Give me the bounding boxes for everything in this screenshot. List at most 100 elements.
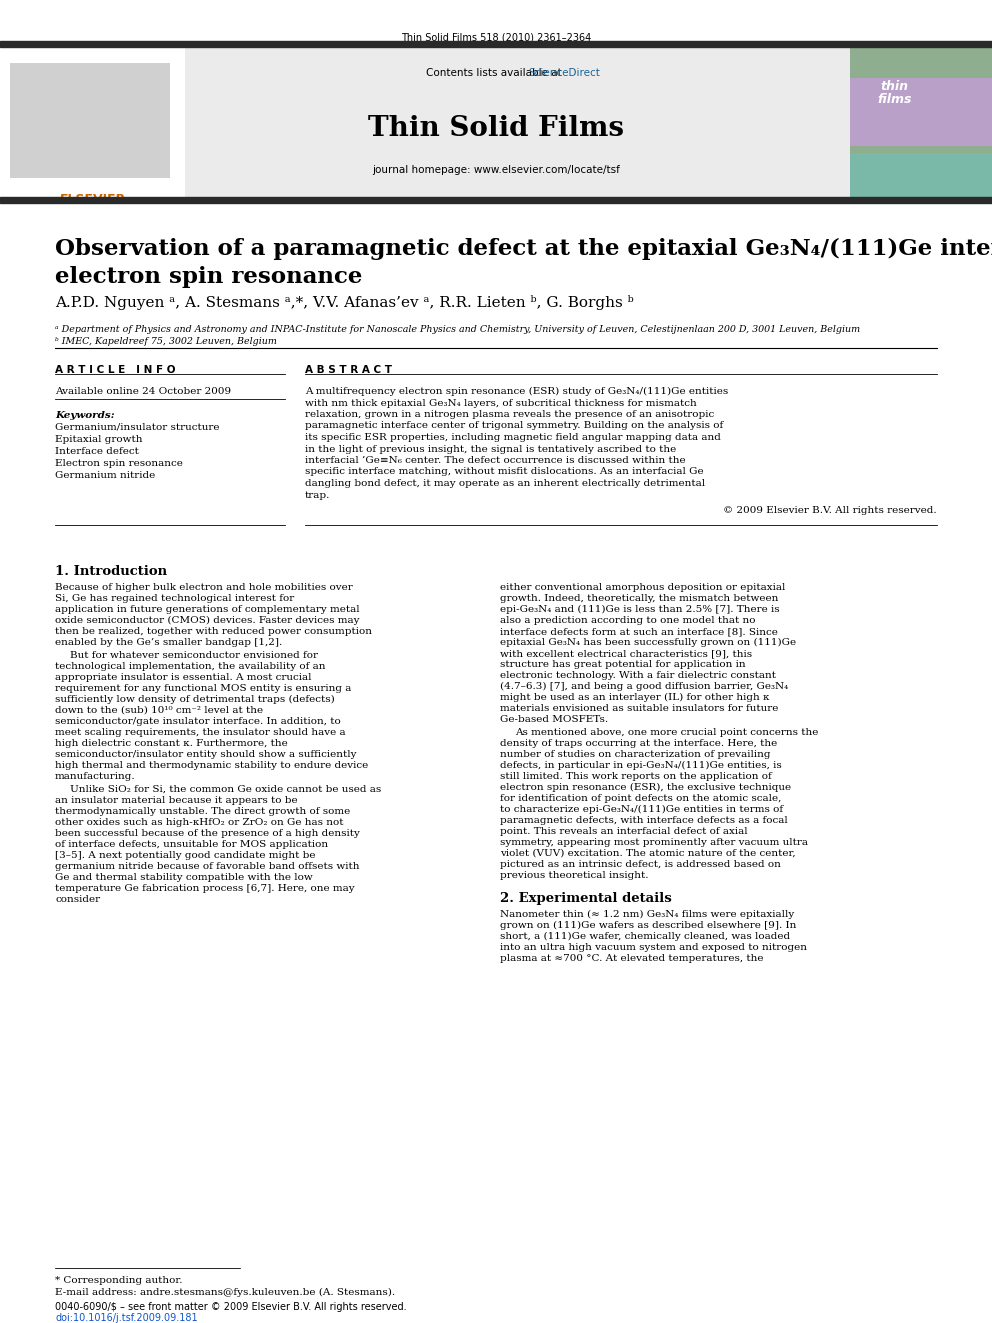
Text: oxide semiconductor (CMOS) devices. Faster devices may: oxide semiconductor (CMOS) devices. Fast…	[55, 617, 359, 626]
Bar	[850, 78, 992, 146]
Text: short, a (111)Ge wafer, chemically cleaned, was loaded: short, a (111)Ge wafer, chemically clean…	[500, 931, 790, 941]
Text: A.P.D. Nguyen ᵃ, A. Stesmans ᵃ,*, V.V. Afanas’ev ᵃ, R.R. Lieten ᵇ, G. Borghs ᵇ: A.P.D. Nguyen ᵃ, A. Stesmans ᵃ,*, V.V. A…	[55, 295, 634, 310]
Text: ᵇ IMEC, Kapeldreef 75, 3002 Leuven, Belgium: ᵇ IMEC, Kapeldreef 75, 3002 Leuven, Belg…	[55, 337, 277, 347]
Text: ScienceDirect: ScienceDirect	[528, 67, 600, 78]
Text: Nanometer thin (≈ 1.2 nm) Ge₃N₄ films were epitaxially: Nanometer thin (≈ 1.2 nm) Ge₃N₄ films we…	[500, 910, 795, 919]
Text: A multifrequency electron spin resonance (ESR) study of Ge₃N₄/(111)Ge entities: A multifrequency electron spin resonance…	[305, 388, 728, 396]
Text: semiconductor/gate insulator interface. In addition, to: semiconductor/gate insulator interface. …	[55, 717, 340, 726]
Bar	[850, 48, 992, 198]
Text: Keywords:: Keywords:	[55, 411, 115, 419]
Text: germanium nitride because of favorable band offsets with: germanium nitride because of favorable b…	[55, 863, 359, 871]
Text: Ge and thermal stability compatible with the low: Ge and thermal stability compatible with…	[55, 873, 312, 882]
Text: electronic technology. With a fair dielectric constant: electronic technology. With a fair diele…	[500, 671, 776, 680]
Text: Observation of a paramagnetic defect at the epitaxial Ge₃N₄/(111)Ge interface by: Observation of a paramagnetic defect at …	[55, 238, 992, 261]
Text: As mentioned above, one more crucial point concerns the: As mentioned above, one more crucial poi…	[515, 728, 818, 737]
Text: materials envisioned as suitable insulators for future: materials envisioned as suitable insulat…	[500, 704, 779, 713]
Text: previous theoretical insight.: previous theoretical insight.	[500, 871, 649, 880]
Bar	[850, 153, 992, 198]
Text: been successful because of the presence of a high density: been successful because of the presence …	[55, 830, 360, 837]
Text: epi-Ge₃N₄ and (111)Ge is less than 2.5% [7]. There is: epi-Ge₃N₄ and (111)Ge is less than 2.5% …	[500, 605, 780, 614]
Text: high thermal and thermodynamic stability to endure device: high thermal and thermodynamic stability…	[55, 761, 368, 770]
Bar	[0, 48, 185, 198]
Text: E-mail address: andre.stesmans@fys.kuleuven.be (A. Stesmans).: E-mail address: andre.stesmans@fys.kuleu…	[55, 1289, 395, 1297]
Text: A B S T R A C T: A B S T R A C T	[305, 365, 392, 374]
Text: © 2009 Elsevier B.V. All rights reserved.: © 2009 Elsevier B.V. All rights reserved…	[723, 505, 937, 515]
Text: trap.: trap.	[305, 491, 330, 500]
Text: doi:10.1016/j.tsf.2009.09.181: doi:10.1016/j.tsf.2009.09.181	[55, 1312, 197, 1323]
Text: A R T I C L E   I N F O: A R T I C L E I N F O	[55, 365, 176, 374]
Text: down to the (sub) 10¹⁰ cm⁻² level at the: down to the (sub) 10¹⁰ cm⁻² level at the	[55, 706, 263, 714]
Text: electron spin resonance (ESR), the exclusive technique: electron spin resonance (ESR), the exclu…	[500, 783, 792, 792]
Text: growth. Indeed, theoretically, the mismatch between: growth. Indeed, theoretically, the misma…	[500, 594, 779, 603]
Text: meet scaling requirements, the insulator should have a: meet scaling requirements, the insulator…	[55, 728, 345, 737]
Text: of interface defects, unsuitable for MOS application: of interface defects, unsuitable for MOS…	[55, 840, 328, 849]
Bar	[10, 64, 170, 179]
Text: Available online 24 October 2009: Available online 24 October 2009	[55, 388, 231, 396]
Text: * Corresponding author.: * Corresponding author.	[55, 1275, 183, 1285]
Text: plasma at ≈700 °C. At elevated temperatures, the: plasma at ≈700 °C. At elevated temperatu…	[500, 954, 764, 963]
Bar	[0, 197, 992, 202]
Text: Ge-based MOSFETs.: Ge-based MOSFETs.	[500, 714, 608, 724]
Text: defects, in particular in epi-Ge₃N₄/(111)Ge entities, is: defects, in particular in epi-Ge₃N₄/(111…	[500, 761, 782, 770]
Text: to characterize epi-Ge₃N₄/(111)Ge entities in terms of: to characterize epi-Ge₃N₄/(111)Ge entiti…	[500, 804, 783, 814]
Text: number of studies on characterization of prevailing: number of studies on characterization of…	[500, 750, 771, 759]
Text: also a prediction according to one model that no: also a prediction according to one model…	[500, 617, 756, 624]
Text: thermodynamically unstable. The direct growth of some: thermodynamically unstable. The direct g…	[55, 807, 350, 816]
Text: Electron spin resonance: Electron spin resonance	[55, 459, 183, 468]
Text: with nm thick epitaxial Ge₃N₄ layers, of subcritical thickness for mismatch: with nm thick epitaxial Ge₃N₄ layers, of…	[305, 398, 696, 407]
Text: violet (VUV) excitation. The atomic nature of the center,: violet (VUV) excitation. The atomic natu…	[500, 849, 796, 859]
Text: 1. Introduction: 1. Introduction	[55, 565, 167, 578]
Text: other oxides such as high-κHfO₂ or ZrO₂ on Ge has not: other oxides such as high-κHfO₂ or ZrO₂ …	[55, 818, 343, 827]
Text: semiconductor/insulator entity should show a sufficiently: semiconductor/insulator entity should sh…	[55, 750, 356, 759]
Text: dangling bond defect, it may operate as an inherent electrically detrimental: dangling bond defect, it may operate as …	[305, 479, 705, 488]
Text: But for whatever semiconductor envisioned for: But for whatever semiconductor envisione…	[70, 651, 318, 660]
Text: still limited. This work reports on the application of: still limited. This work reports on the …	[500, 773, 772, 781]
Text: its specific ESR properties, including magnetic field angular mapping data and: its specific ESR properties, including m…	[305, 433, 721, 442]
Text: Thin Solid Films: Thin Solid Films	[368, 115, 624, 142]
Text: grown on (111)Ge wafers as described elsewhere [9]. In: grown on (111)Ge wafers as described els…	[500, 921, 797, 930]
Text: high dielectric constant κ. Furthermore, the: high dielectric constant κ. Furthermore,…	[55, 740, 288, 747]
Text: manufacturing.: manufacturing.	[55, 773, 136, 781]
Text: journal homepage: www.elsevier.com/locate/tsf: journal homepage: www.elsevier.com/locat…	[372, 165, 620, 175]
Text: then be realized, together with reduced power consumption: then be realized, together with reduced …	[55, 627, 372, 636]
Text: requirement for any functional MOS entity is ensuring a: requirement for any functional MOS entit…	[55, 684, 351, 693]
Text: [3–5]. A next potentially good candidate might be: [3–5]. A next potentially good candidate…	[55, 851, 315, 860]
Text: specific interface matching, without misfit dislocations. As an interfacial Ge: specific interface matching, without mis…	[305, 467, 703, 476]
Text: might be used as an interlayer (IL) for other high κ: might be used as an interlayer (IL) for …	[500, 693, 770, 703]
Text: either conventional amorphous deposition or epitaxial: either conventional amorphous deposition…	[500, 583, 786, 591]
Text: Unlike SiO₂ for Si, the common Ge oxide cannot be used as: Unlike SiO₂ for Si, the common Ge oxide …	[70, 785, 381, 794]
Text: pictured as an intrinsic defect, is addressed based on: pictured as an intrinsic defect, is addr…	[500, 860, 781, 869]
Text: enabled by the Ge’s smaller bandgap [1,2].: enabled by the Ge’s smaller bandgap [1,2…	[55, 638, 283, 647]
Text: interfacial ’Ge≡N₆ center. The defect occurrence is discussed within the: interfacial ’Ge≡N₆ center. The defect oc…	[305, 456, 685, 464]
Text: relaxation, grown in a nitrogen plasma reveals the presence of an anisotropic: relaxation, grown in a nitrogen plasma r…	[305, 410, 714, 419]
Text: Interface defect: Interface defect	[55, 447, 139, 456]
Text: interface defects form at such an interface [8]. Since: interface defects form at such an interf…	[500, 627, 778, 636]
Text: an insulator material because it appears to be: an insulator material because it appears…	[55, 796, 298, 804]
Text: Germanium nitride: Germanium nitride	[55, 471, 156, 480]
Text: temperature Ge fabrication process [6,7]. Here, one may: temperature Ge fabrication process [6,7]…	[55, 884, 354, 893]
Text: Epitaxial growth: Epitaxial growth	[55, 435, 143, 445]
Text: thin: thin	[880, 79, 908, 93]
Text: point. This reveals an interfacial defect of axial: point. This reveals an interfacial defec…	[500, 827, 748, 836]
Text: consider: consider	[55, 894, 100, 904]
Text: ELSEVIER: ELSEVIER	[60, 193, 126, 206]
Text: ᵃ Department of Physics and Astronomy and INPAC-Institute for Nanoscale Physics : ᵃ Department of Physics and Astronomy an…	[55, 325, 860, 333]
Text: Because of higher bulk electron and hole mobilities over: Because of higher bulk electron and hole…	[55, 583, 353, 591]
Text: epitaxial Ge₃N₄ has been successfully grown on (111)Ge: epitaxial Ge₃N₄ has been successfully gr…	[500, 638, 797, 647]
Text: films: films	[877, 93, 912, 106]
Bar	[185, 48, 850, 198]
Text: Si, Ge has regained technological interest for: Si, Ge has regained technological intere…	[55, 594, 295, 603]
Text: into an ultra high vacuum system and exposed to nitrogen: into an ultra high vacuum system and exp…	[500, 943, 807, 953]
Text: with excellent electrical characteristics [9], this: with excellent electrical characteristic…	[500, 650, 752, 658]
Text: (4.7–6.3) [7], and being a good diffusion barrier, Ge₃N₄: (4.7–6.3) [7], and being a good diffusio…	[500, 681, 789, 691]
Text: symmetry, appearing most prominently after vacuum ultra: symmetry, appearing most prominently aft…	[500, 837, 808, 847]
Text: electron spin resonance: electron spin resonance	[55, 266, 362, 288]
Bar	[0, 41, 992, 48]
Text: Germanium/insulator structure: Germanium/insulator structure	[55, 423, 219, 433]
Text: structure has great potential for application in: structure has great potential for applic…	[500, 660, 746, 669]
Text: 2. Experimental details: 2. Experimental details	[500, 892, 672, 905]
Text: Contents lists available at: Contents lists available at	[427, 67, 565, 78]
Text: density of traps occurring at the interface. Here, the: density of traps occurring at the interf…	[500, 740, 778, 747]
Text: paramagnetic interface center of trigonal symmetry. Building on the analysis of: paramagnetic interface center of trigona…	[305, 422, 723, 430]
Text: 0040-6090/$ – see front matter © 2009 Elsevier B.V. All rights reserved.: 0040-6090/$ – see front matter © 2009 El…	[55, 1302, 407, 1312]
